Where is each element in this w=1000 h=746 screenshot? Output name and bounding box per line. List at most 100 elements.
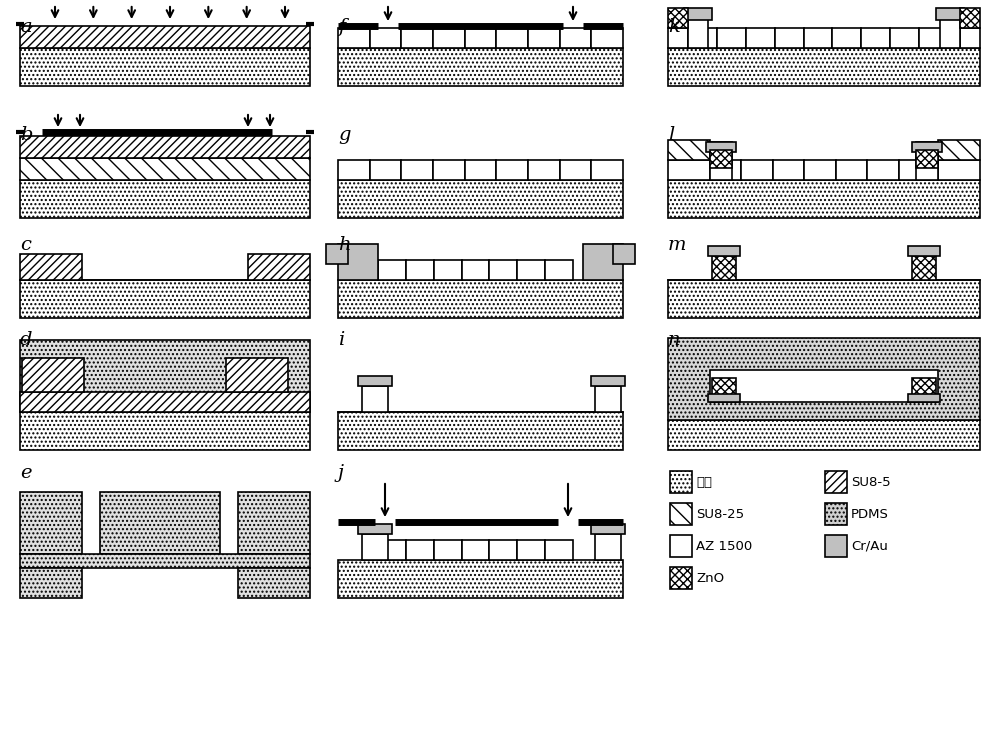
Bar [668, 48, 980, 86]
Bar [773, 160, 804, 180]
Bar [560, 160, 591, 180]
Bar [670, 471, 692, 493]
Bar [867, 160, 899, 180]
Text: n: n [668, 331, 680, 349]
Bar [908, 394, 940, 402]
Bar [496, 160, 528, 180]
Bar [489, 540, 517, 560]
Bar [401, 28, 433, 48]
Bar [919, 28, 948, 48]
Bar [668, 420, 980, 450]
Bar [406, 260, 434, 280]
Bar [591, 28, 623, 48]
Bar [528, 28, 560, 48]
Bar [545, 540, 573, 560]
Bar [20, 136, 310, 158]
Bar [358, 376, 392, 386]
Bar [960, 8, 980, 28]
Bar [825, 535, 847, 557]
Bar [712, 256, 736, 280]
Bar [804, 160, 836, 180]
Bar [890, 28, 919, 48]
Bar [20, 568, 82, 598]
Text: k: k [668, 18, 680, 36]
Bar [20, 340, 310, 412]
Text: h: h [338, 236, 351, 254]
Bar [517, 260, 545, 280]
Bar [370, 28, 401, 48]
Bar [710, 150, 732, 168]
Bar [804, 28, 832, 48]
Bar [938, 160, 980, 180]
Bar [710, 370, 938, 402]
Bar [668, 280, 980, 318]
Text: g: g [338, 126, 351, 144]
Bar [583, 244, 623, 280]
Bar [238, 568, 310, 598]
Text: a: a [20, 18, 32, 36]
Text: PDMS: PDMS [851, 507, 889, 521]
Text: j: j [338, 464, 344, 482]
Bar [940, 10, 960, 48]
Text: AZ 1500: AZ 1500 [696, 539, 752, 553]
Bar [226, 358, 288, 392]
Bar [595, 534, 621, 560]
Bar [912, 378, 936, 402]
Bar [238, 492, 310, 554]
Bar [595, 386, 621, 412]
Bar [362, 386, 388, 412]
Bar [100, 492, 220, 554]
Bar [912, 256, 936, 280]
Bar [688, 28, 717, 48]
Bar [908, 246, 940, 256]
Bar [406, 540, 434, 560]
Bar [378, 540, 406, 560]
Text: f: f [338, 18, 345, 36]
Bar [338, 180, 623, 218]
Bar [668, 338, 980, 420]
Bar [20, 492, 82, 554]
Text: SU8-5: SU8-5 [851, 475, 891, 489]
Text: e: e [20, 464, 32, 482]
Bar [670, 567, 692, 589]
Bar [668, 8, 688, 28]
Bar [591, 376, 625, 386]
Bar [591, 160, 623, 180]
Text: i: i [338, 331, 344, 349]
Bar [20, 254, 82, 280]
Text: l: l [668, 126, 674, 144]
Bar [496, 28, 528, 48]
Bar [20, 26, 310, 48]
Bar [861, 28, 890, 48]
Bar [668, 180, 980, 218]
Bar [433, 28, 465, 48]
Bar [465, 160, 496, 180]
Bar [462, 540, 489, 560]
Bar [378, 260, 406, 280]
Text: 玻璃: 玻璃 [696, 475, 712, 489]
Bar [20, 158, 310, 180]
Bar [434, 260, 462, 280]
Bar [938, 140, 980, 160]
Bar [433, 160, 465, 180]
Bar [708, 246, 740, 256]
Bar [684, 8, 712, 20]
Bar [670, 535, 692, 557]
Text: b: b [20, 126, 32, 144]
Bar [528, 160, 560, 180]
Bar [708, 394, 740, 402]
Bar [825, 471, 847, 493]
Bar [462, 260, 489, 280]
Bar [717, 28, 746, 48]
Bar [668, 140, 710, 160]
Bar [358, 524, 392, 534]
Bar [338, 28, 370, 48]
Bar [710, 142, 732, 180]
Bar [560, 28, 591, 48]
Bar [960, 28, 980, 48]
Bar [936, 8, 964, 20]
Bar [668, 28, 688, 48]
Bar [20, 180, 310, 218]
Text: c: c [20, 236, 31, 254]
Bar [338, 244, 378, 280]
